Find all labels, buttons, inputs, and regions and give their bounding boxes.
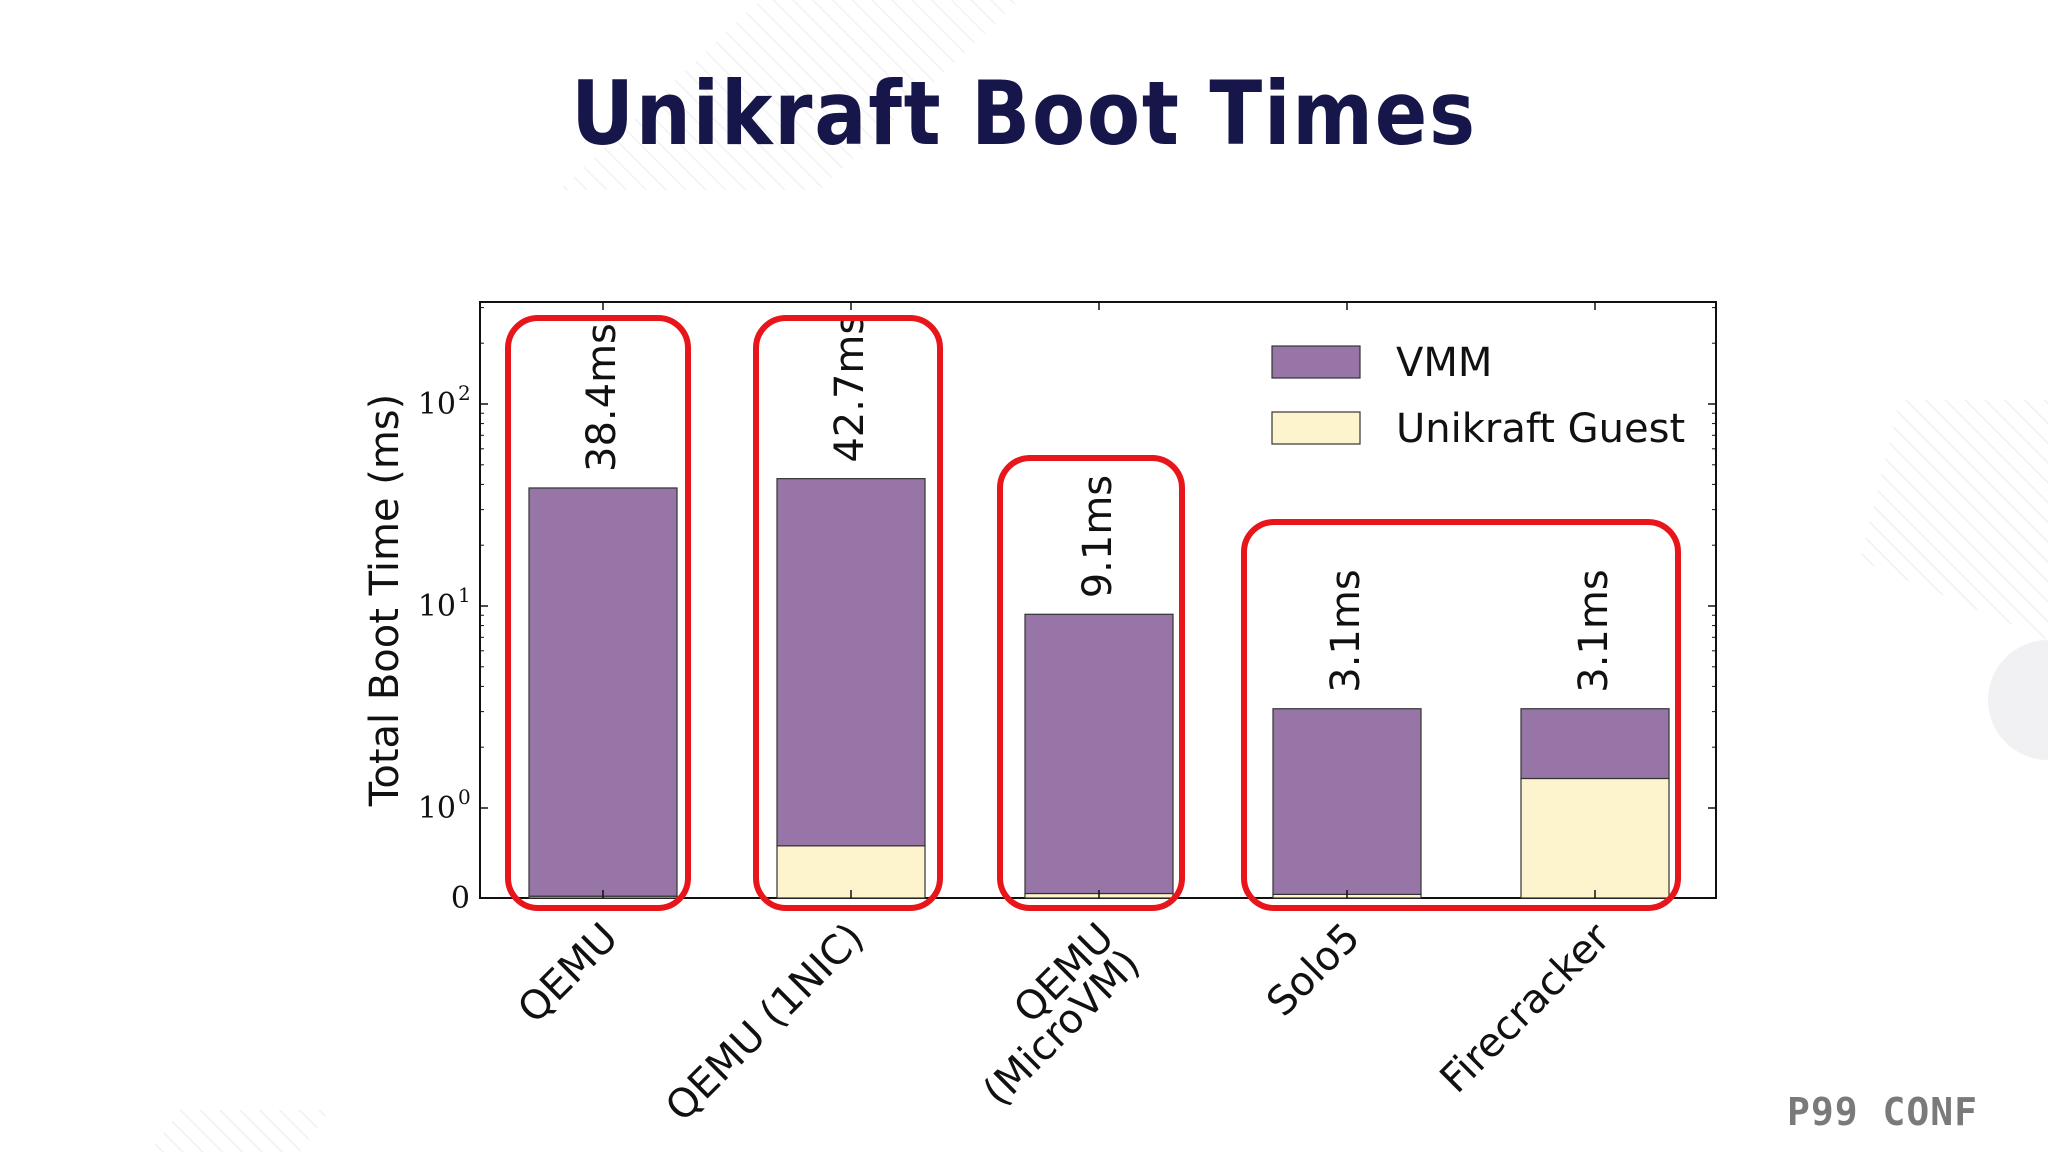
bar-guest-1 [776, 845, 926, 899]
y-tick-label-3: 10 [418, 387, 456, 422]
legend-swatch-0 [1271, 345, 1361, 379]
bar-vmm-0 [528, 487, 678, 897]
highlight-box-3 [1241, 519, 1681, 911]
bar-guest-4 [1520, 777, 1670, 899]
bar-vmm-1 [776, 478, 926, 847]
total-label-1: 42.7ms [827, 314, 873, 463]
legend-label-0: VMM [1396, 340, 1492, 386]
y-tick-label-2: 10 [418, 589, 456, 624]
y-tick-exp-3: 2 [458, 381, 471, 405]
bar-vmm-3 [1272, 708, 1422, 895]
bar-vmm-2 [1024, 613, 1174, 895]
x-category-label-4-0: Firecracker [1432, 914, 1620, 1102]
slide-title: Unikraft Boot Times [571, 62, 1477, 165]
x-category-label-3-0: Solo5 [1258, 915, 1369, 1026]
y-tick-label-0: 0 [451, 881, 470, 916]
legend-label-1: Unikraft Guest [1396, 406, 1685, 452]
legend-swatch-1 [1271, 411, 1361, 445]
highlight-box-2 [997, 455, 1185, 911]
bar-vmm-4 [1520, 708, 1670, 780]
total-label-2: 9.1ms [1075, 475, 1121, 598]
brand-logo: P99 CONF [1786, 1090, 1978, 1134]
y-axis-label: Total Boot Time (ms) [362, 394, 408, 808]
x-category-label-0-0: QEMU [509, 915, 627, 1033]
y-tick-exp-2: 1 [458, 583, 471, 607]
y-tick-label-1: 10 [418, 791, 456, 826]
total-label-3: 3.1ms [1323, 569, 1369, 692]
highlight-box-1 [753, 315, 943, 911]
total-label-4: 3.1ms [1571, 569, 1617, 692]
highlight-box-0 [505, 315, 691, 911]
total-label-0: 38.4ms [579, 323, 625, 472]
y-tick-exp-1: 0 [458, 785, 471, 809]
x-category-label-1-0: QEMU (1NIC) [657, 915, 873, 1131]
